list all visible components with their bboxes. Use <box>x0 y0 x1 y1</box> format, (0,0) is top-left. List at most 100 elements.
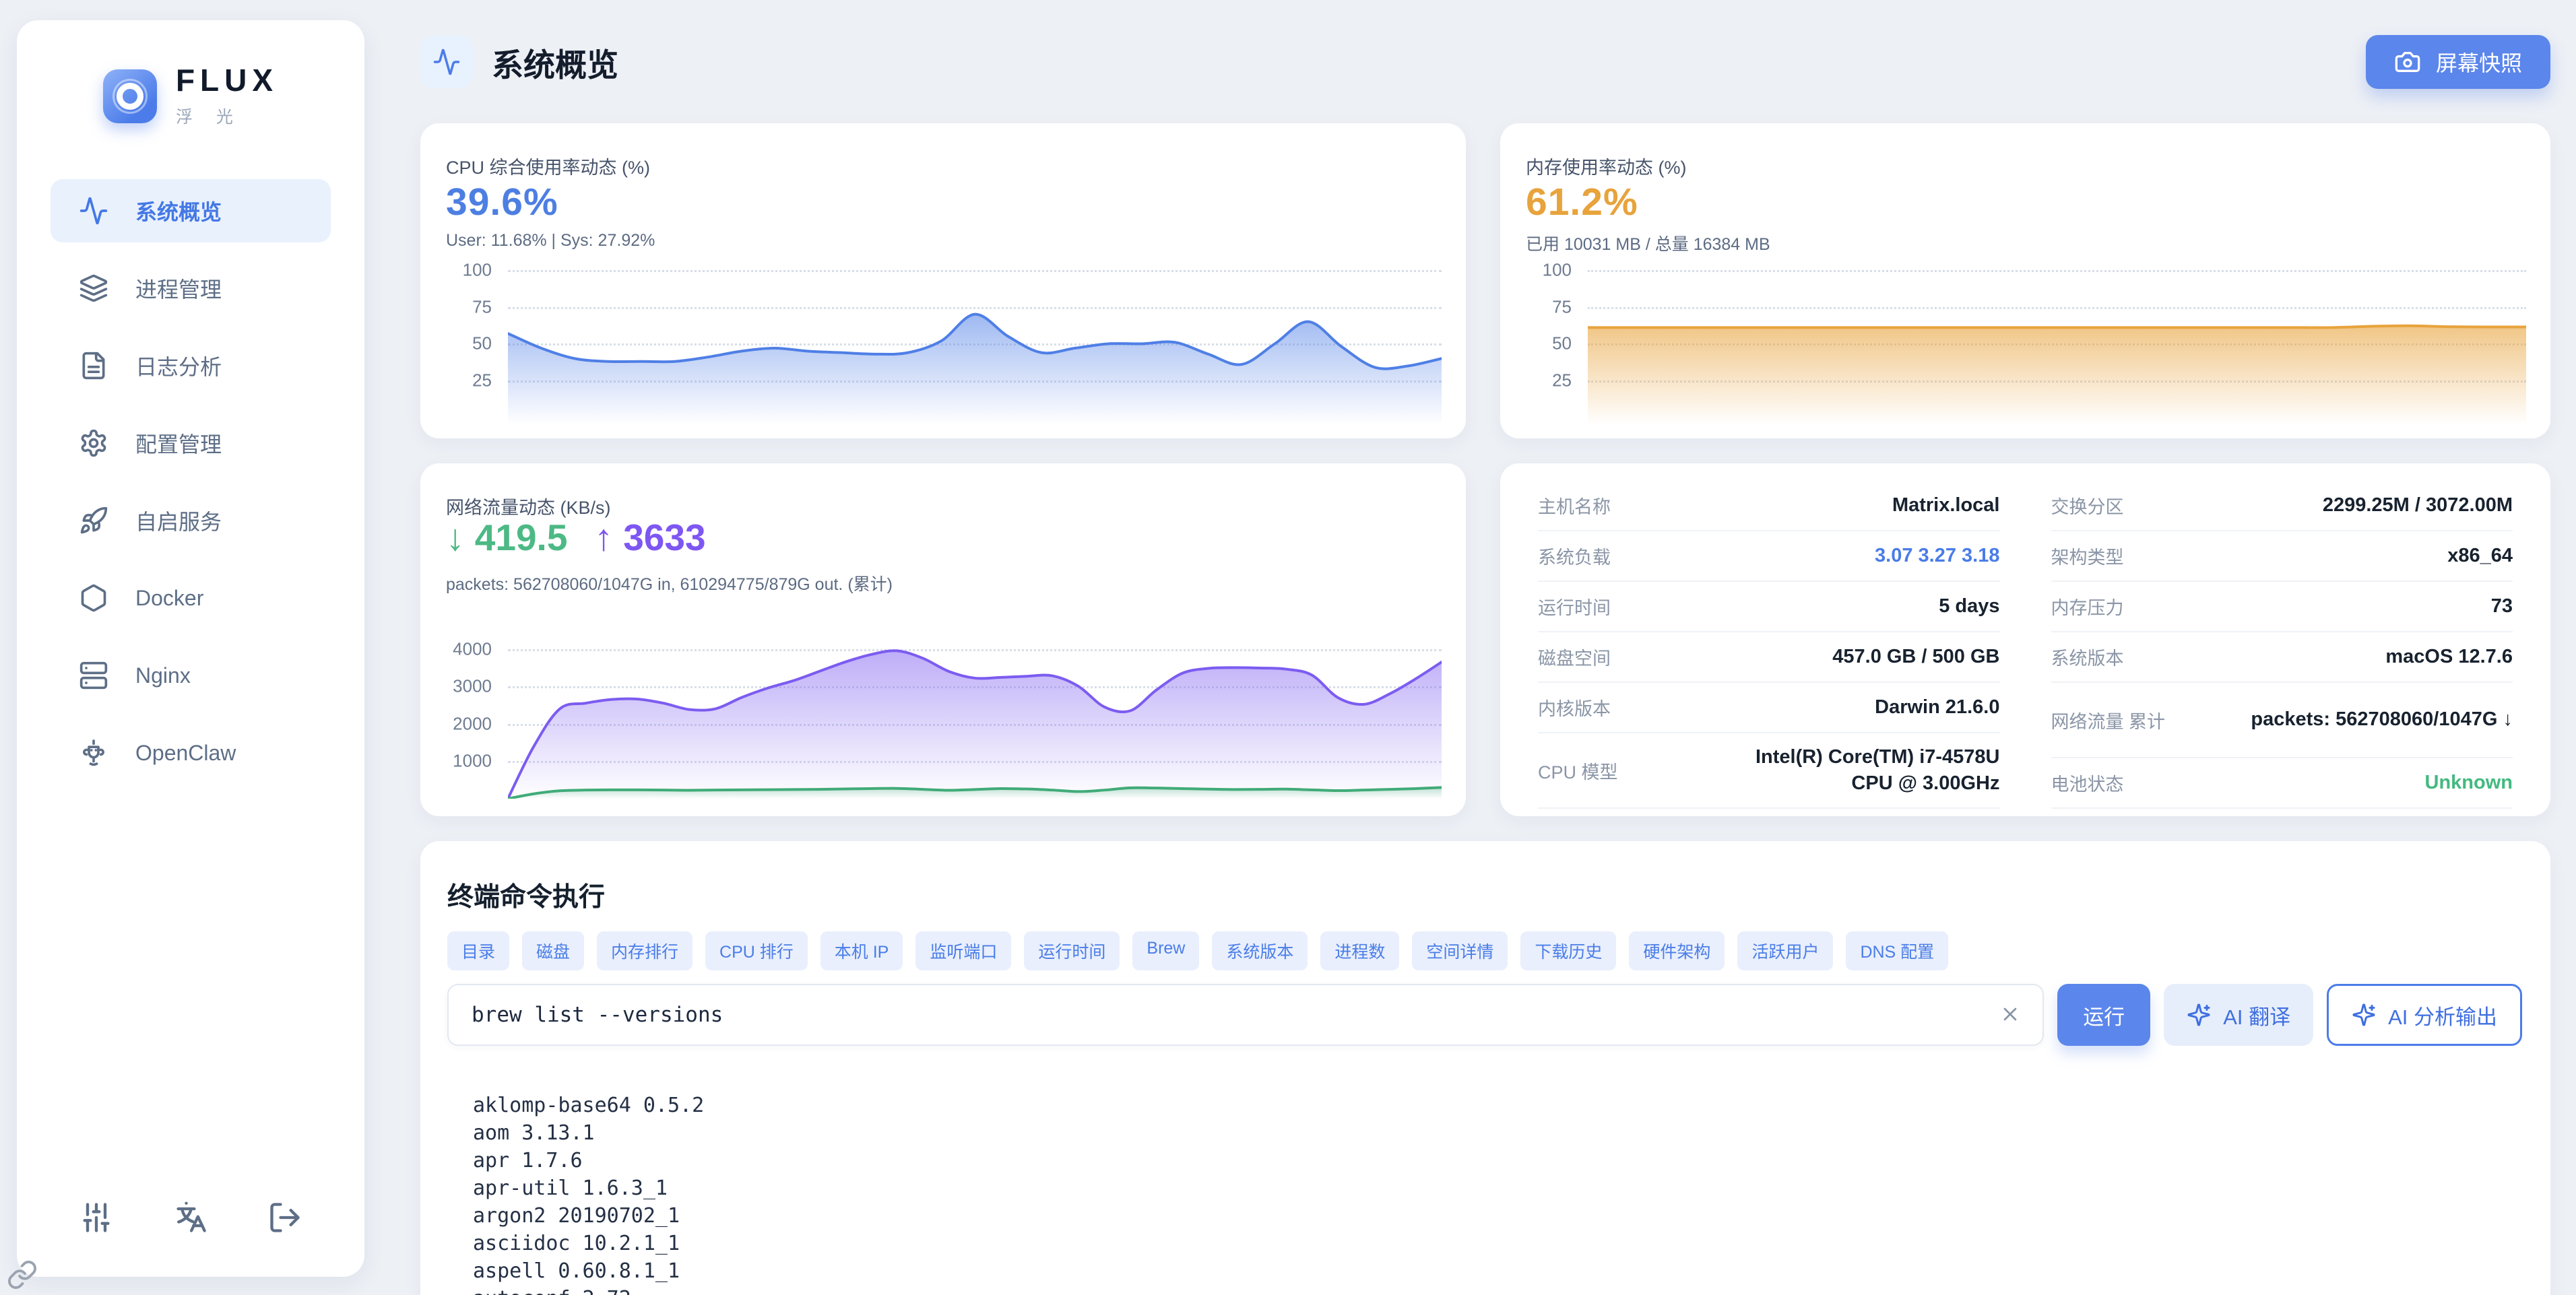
cpu-card-title: CPU 综合使用率动态 (%) <box>446 158 650 178</box>
info-row: 系统版本 macOS 12.7.6 <box>2051 632 2513 683</box>
chart-ytick-label: 3000 <box>453 675 492 696</box>
page-header: 系统概览 屏幕快照 <box>420 32 2550 92</box>
terminal-output-line: apr 1.7.6 <box>473 1149 583 1172</box>
clear-command-button[interactable] <box>1999 1003 2021 1027</box>
chart-ytick-label: 50 <box>1552 333 1572 354</box>
command-chip[interactable]: 进程数 <box>1320 931 1400 970</box>
chart-ytick-label: 100 <box>1542 259 1572 280</box>
terminal-card: 终端命令执行 目录 磁盘 内存排行 CPU 排行 本机 IP 监听端口 运行时间 Brew 系统… <box>420 841 2550 1295</box>
terminal-output-line: aom 3.13.1 <box>473 1121 595 1145</box>
info-row: 电池状态 Unknown <box>2051 758 2513 809</box>
sidebar-item-label: Nginx <box>135 663 191 688</box>
command-chip[interactable]: 磁盘 <box>522 931 585 970</box>
memory-usage-card: 内存使用率动态 (%) 61.2% 已用 10031 MB / 总量 16384… <box>1500 123 2550 438</box>
cpu-usage-detail: User: 11.68% | Sys: 27.92% <box>446 231 655 250</box>
info-value: 5 days <box>1939 595 2000 617</box>
ai-translate-button[interactable]: AI 翻译 <box>2164 984 2314 1046</box>
info-value: 457.0 GB / 500 GB <box>1832 645 2000 667</box>
link-icon[interactable] <box>7 1259 38 1290</box>
sidebar-nav: 系统概览进程管理日志分析配置管理自启服务 Docker Nginx OpenClaw <box>17 179 364 785</box>
info-label: 交换分区 <box>2051 497 2124 517</box>
network-card-title: 网络流量动态 (KB/s) <box>446 498 611 518</box>
command-chip[interactable]: 硬件架构 <box>1629 931 1725 970</box>
info-row: 网络流量 累计 packets: 562708060/1047G ↓ <box>2051 683 2513 758</box>
hexagon-icon <box>81 584 106 612</box>
info-label: 内核版本 <box>1538 699 1611 719</box>
terminal-output-line: aspell 0.60.8.1_1 <box>473 1259 680 1283</box>
robot-icon <box>83 739 104 766</box>
info-label: 系统版本 <box>2051 649 2124 669</box>
network-packets-detail: packets: 562708060/1047G in, 610294775/8… <box>446 575 893 594</box>
app-subtitle: 浮 光 <box>175 108 243 127</box>
ai-analyze-output-button[interactable]: AI 分析输出 <box>2327 984 2522 1046</box>
info-row: 内存压力 73 <box>2051 582 2513 632</box>
info-row: 主机名称 Matrix.local <box>1538 481 2000 531</box>
info-value: x86_64 <box>2447 544 2513 566</box>
network-traffic-card: 网络流量动态 (KB/s) ↓ 419.5 ↑ 3633 packets: 56… <box>420 463 1466 816</box>
command-chip[interactable]: 目录 <box>447 931 510 970</box>
chart-plot-area <box>508 255 1442 425</box>
chart-ytick-label: 4000 <box>453 638 492 659</box>
command-chip[interactable]: CPU 排行 <box>705 931 808 970</box>
command-chip[interactable]: Brew <box>1132 931 1200 970</box>
sidebar-item-docker[interactable]: Docker <box>51 566 331 630</box>
ai-analyze-label: AI 分析输出 <box>2388 1005 2497 1029</box>
sidebar-item-日志分析[interactable]: 日志分析 <box>51 334 331 397</box>
command-chip[interactable]: 运行时间 <box>1024 931 1120 970</box>
link-icon <box>8 1261 36 1289</box>
info-value: macOS 12.7.6 <box>2385 645 2513 667</box>
flux-logo-icon <box>102 69 157 123</box>
logout-icon <box>270 1203 300 1232</box>
command-input[interactable] <box>470 1002 2000 1028</box>
command-chip[interactable]: 内存排行 <box>597 931 693 970</box>
command-chip[interactable]: 本机 IP <box>820 931 903 970</box>
system-info-card: 主机名称 Matrix.local 系统负载 3.07 3.27 3.18 运行时间 5 … <box>1500 463 2550 816</box>
cpu-usage-card: CPU 综合使用率动态 (%) 39.6% User: 11.68% | Sys… <box>420 123 1466 438</box>
terminal-output-line: autoconf 2.72 <box>473 1285 2510 1295</box>
screenshot-button[interactable]: 屏幕快照 <box>2365 35 2550 89</box>
info-value: Intel(R) Core(TM) i7-4578U CPU @ 3.00GHz <box>1755 745 2000 794</box>
terminal-title: 终端命令执行 <box>447 883 606 912</box>
info-row: 架构类型 x86_64 <box>2051 531 2513 582</box>
sidebar-item-自启服务[interactable]: 自启服务 <box>51 489 331 552</box>
command-chip[interactable]: 系统版本 <box>1212 931 1308 970</box>
memory-chart-svg <box>1588 255 2526 425</box>
command-chip[interactable]: 监听端口 <box>915 931 1012 970</box>
chart-gridline <box>508 649 1442 651</box>
sidebar-item-label: 系统概览 <box>135 200 222 224</box>
command-chip[interactable]: 活跃用户 <box>1737 931 1834 970</box>
file-icon <box>82 352 105 380</box>
chart-ytick-label: 50 <box>472 333 492 354</box>
sidebar-item-系统概览[interactable]: 系统概览 <box>51 179 331 242</box>
info-label: CPU 模型 <box>1538 762 1618 783</box>
command-shortcut-chips: 目录 磁盘 内存排行 CPU 排行 本机 IP 监听端口 运行时间 Brew 系统版本 进程数 空间… <box>447 931 2523 970</box>
chart-gridline <box>508 306 1442 309</box>
run-command-button[interactable]: 运行 <box>2057 984 2151 1046</box>
translate-button[interactable] <box>173 1200 208 1235</box>
command-chip[interactable]: 下载历史 <box>1520 931 1617 970</box>
rocket-icon <box>80 506 108 534</box>
command-chip[interactable]: DNS 配置 <box>1846 931 1949 970</box>
run-button-label: 运行 <box>2083 1005 2125 1029</box>
sidebar-item-进程管理[interactable]: 进程管理 <box>51 257 331 320</box>
cpu-usage-value: 39.6% <box>446 180 558 224</box>
memory-usage-chart: 25 50 75 100 <box>1520 255 2526 425</box>
server-icon <box>79 661 108 690</box>
terminal-output-line: aklomp-base64 0.5.2 <box>473 1094 705 1117</box>
ai-translate-label: AI 翻译 <box>2223 1005 2291 1029</box>
camera-icon <box>2395 52 2420 73</box>
sidebar-item-nginx[interactable]: Nginx <box>51 644 331 707</box>
logout-button[interactable] <box>267 1200 302 1235</box>
activity-icon <box>79 197 108 225</box>
sidebar-item-label: OpenClaw <box>135 740 236 765</box>
sidebar-item-openclaw[interactable]: OpenClaw <box>51 721 331 785</box>
sidebar-item-配置管理[interactable]: 配置管理 <box>51 411 331 475</box>
sidebar-bottom-actions <box>17 1200 364 1235</box>
x-icon <box>2003 1007 2017 1020</box>
info-value: Matrix.local <box>1892 494 2000 516</box>
sliders-button[interactable] <box>79 1200 114 1235</box>
sidebar-item-label: 日志分析 <box>135 355 222 379</box>
info-label: 电池状态 <box>2051 774 2124 795</box>
command-chip[interactable]: 空间详情 <box>1412 931 1508 970</box>
